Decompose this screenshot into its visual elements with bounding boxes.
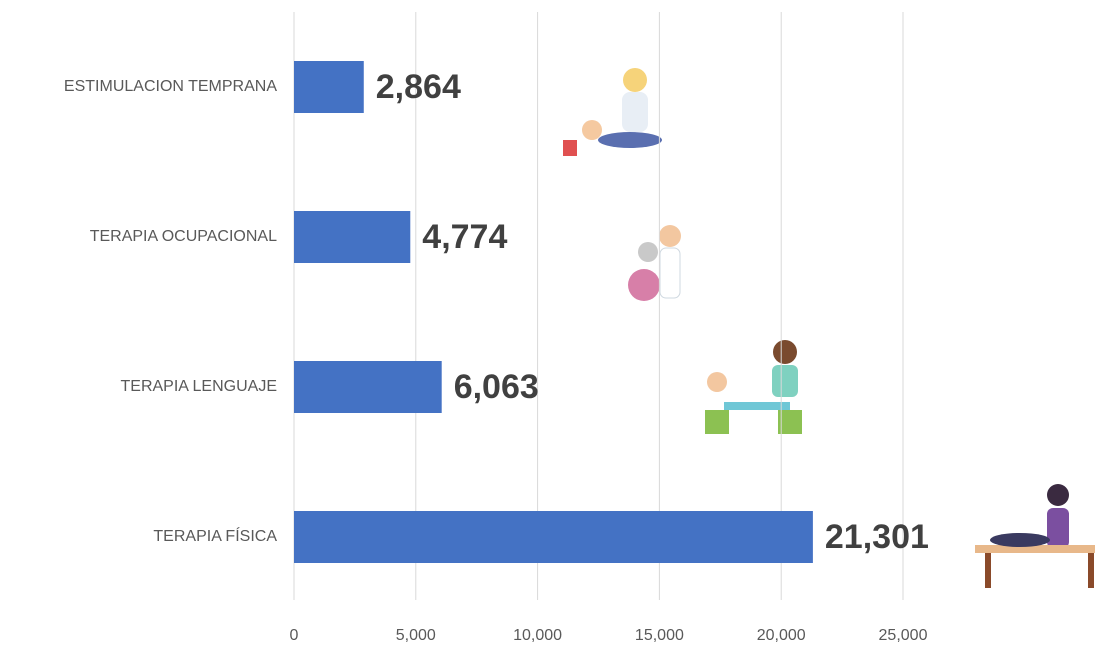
y-tick-label: TERAPIA LENGUAJE [121, 378, 278, 395]
x-tick-label: 25,000 [879, 627, 928, 644]
illustration-occupational [628, 225, 681, 301]
illustrations [563, 68, 1095, 588]
y-tick-label: TERAPIA OCUPACIONAL [90, 228, 277, 245]
x-tick-label: 20,000 [757, 627, 806, 644]
y-tick-label: TERAPIA FÍSICA [153, 526, 277, 545]
illustration-physical [975, 484, 1095, 588]
x-tick-label: 15,000 [635, 627, 684, 644]
value-label: 21,301 [825, 518, 929, 556]
bar [294, 61, 364, 113]
value-label: 2,864 [376, 68, 461, 106]
x-tick-label: 10,000 [513, 627, 562, 644]
x-tick-label: 5,000 [396, 627, 436, 644]
value-label: 6,063 [454, 368, 539, 406]
value-label: 4,774 [422, 218, 507, 256]
illustration-language [705, 340, 802, 434]
x-tick-label: 0 [290, 627, 299, 644]
bar [294, 211, 411, 263]
bar [294, 511, 813, 563]
y-tick-label: ESTIMULACION TEMPRANA [64, 78, 277, 95]
illustration-early-stimulation [563, 68, 662, 156]
bar [294, 361, 442, 413]
